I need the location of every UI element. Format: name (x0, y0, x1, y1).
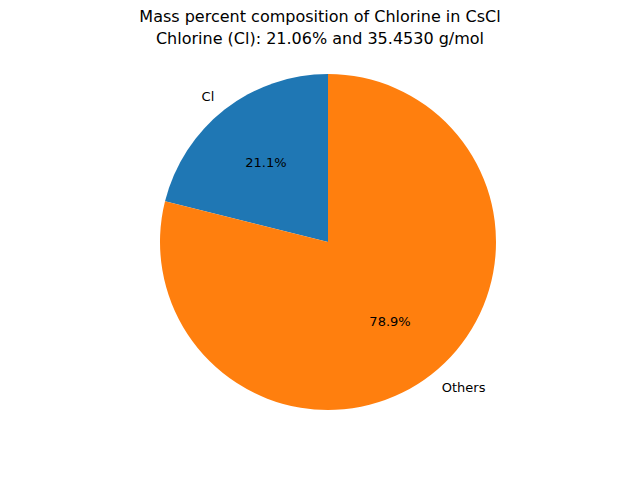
html-text:Mass percent composition of Ch: Mass percent composition of Chlorine in … (139, 7, 501, 26)
html-text:Chlorine (Cl): 21.06% and 35.4: Chlorine (Cl): 21.06% and 35.4530 g/mol (155, 29, 485, 48)
svg-text:21.1%: 21.1% (245, 155, 286, 170)
svg-text:Others: Others (442, 380, 486, 395)
svg-text:78.9%: 78.9% (369, 314, 410, 329)
svg-text:Cl: Cl (202, 89, 215, 104)
